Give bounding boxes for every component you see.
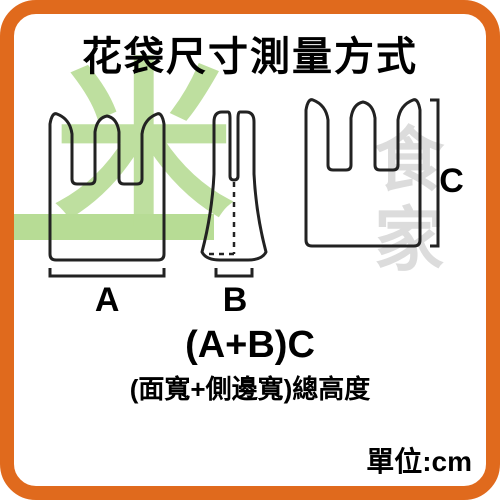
diagram-side: B bbox=[192, 104, 277, 320]
formula-description: (面寬+側邊寬)總高度 bbox=[130, 369, 371, 406]
title: 花袋尺寸測量方式 bbox=[82, 24, 418, 82]
bag-height-icon bbox=[298, 90, 458, 280]
diagram-height: C bbox=[298, 90, 458, 320]
unit-label: 單位:cm bbox=[366, 440, 472, 480]
formula: (A+B)C bbox=[185, 324, 315, 367]
card-frame: 米 食 家 花袋尺寸測量方式 A B bbox=[0, 0, 500, 500]
label-c: C bbox=[439, 162, 464, 201]
label-b: B bbox=[223, 281, 248, 320]
bag-front-icon bbox=[42, 104, 172, 279]
label-a: A bbox=[95, 281, 120, 320]
bag-side-icon bbox=[192, 104, 277, 279]
diagram-front: A bbox=[42, 104, 172, 320]
diagram-row: A B C bbox=[14, 90, 486, 320]
